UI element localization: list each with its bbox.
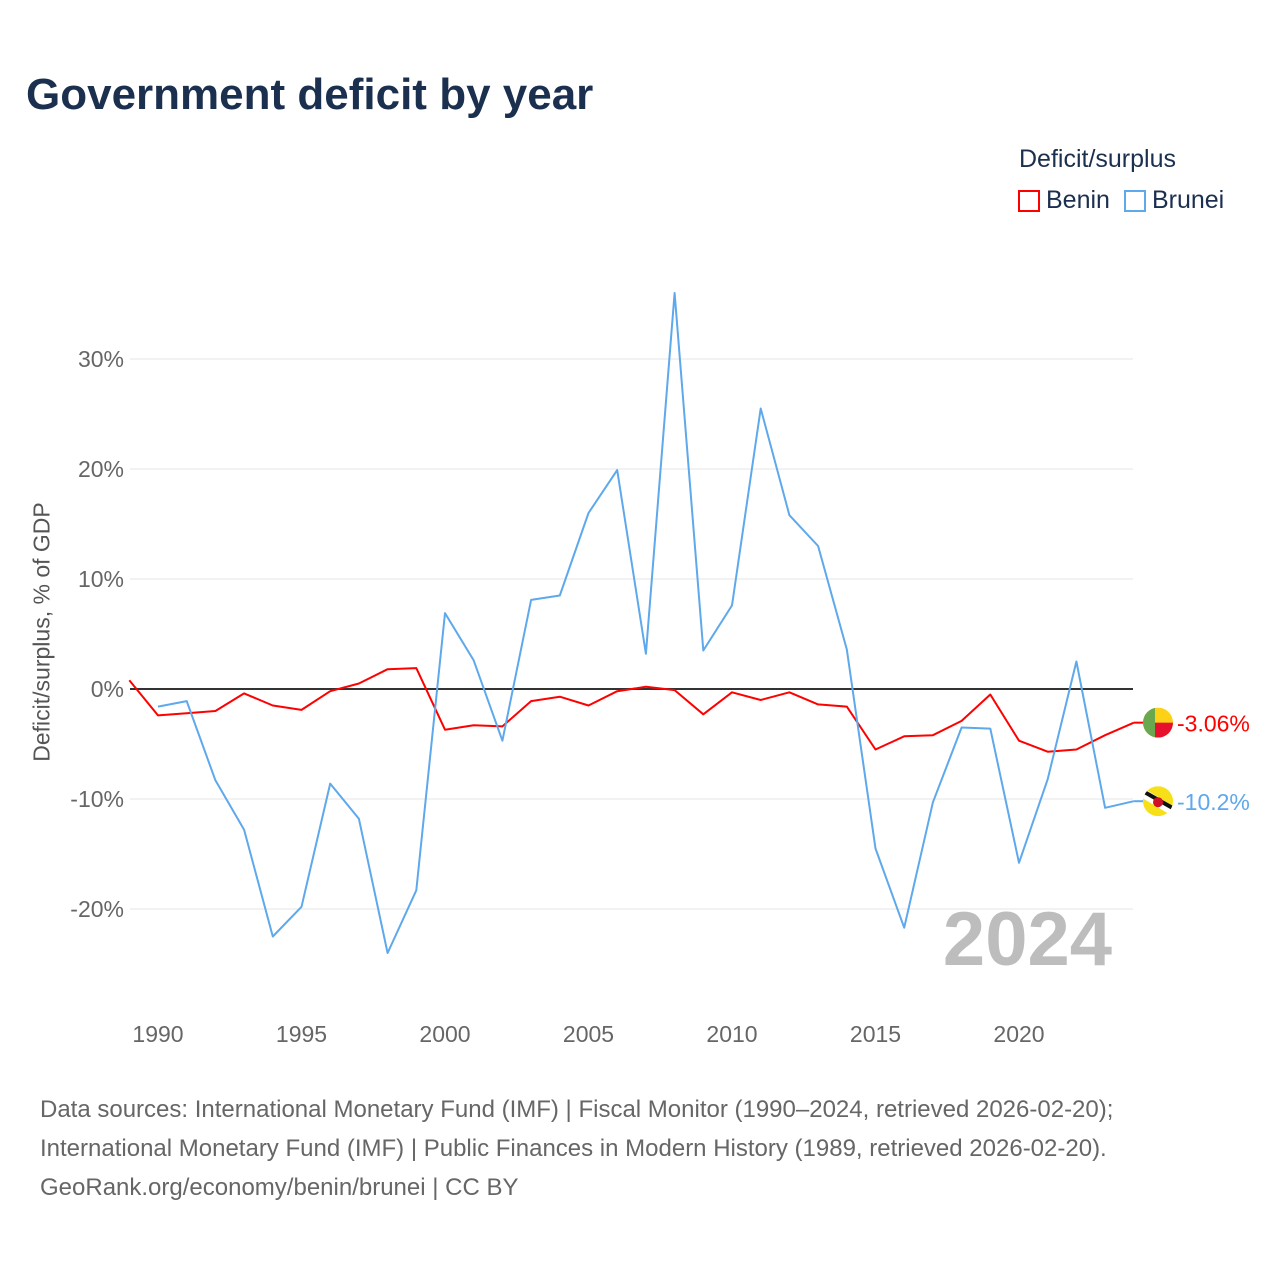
x-tick-label: 2005 (563, 1021, 614, 1047)
attribution-link[interactable]: GeoRank.org/economy/benin/brunei | CC BY (40, 1174, 519, 1201)
y-tick-label: 0% (91, 676, 124, 702)
y-tick-label: 10% (78, 566, 124, 592)
legend-title: Deficit/surplus (1019, 145, 1176, 173)
year-watermark: 2024 (943, 897, 1112, 982)
brunei-flag-icon (1143, 786, 1173, 817)
x-tick-label: 2020 (993, 1021, 1044, 1047)
series-line-brunei (157, 292, 1135, 954)
y-tick-label: -10% (70, 786, 124, 812)
legend-swatch-brunei (1123, 189, 1146, 212)
x-tick-label: 2010 (706, 1021, 757, 1047)
legend-swatch-benin (1018, 189, 1040, 212)
x-tick-label: 1995 (276, 1021, 327, 1047)
legend-item-brunei[interactable]: Brunei (1123, 186, 1225, 215)
legend-label-brunei: Brunei (1151, 186, 1225, 214)
legend: Benin Brunei (1018, 186, 1224, 215)
end-label-brunei: -10.2% (1177, 789, 1250, 815)
x-tick-label: 2000 (419, 1021, 470, 1047)
y-tick-label: -20% (70, 896, 124, 922)
y-tick-label: 30% (78, 346, 124, 372)
legend-item-benin[interactable]: Benin (1018, 186, 1110, 215)
flag-emblem (1153, 797, 1163, 808)
chart-title: Government deficit by year (26, 70, 594, 119)
source-line-1: Data sources: International Monetary Fun… (40, 1096, 1114, 1123)
footer: Data sources: International Monetary Fun… (40, 1090, 1113, 1207)
y-tick-label: 20% (78, 456, 124, 482)
flag-body (1143, 786, 1173, 817)
source-line-2: International Monetary Fund (IMF) | Publ… (40, 1135, 1107, 1162)
end-label-benin: -3.06% (1177, 711, 1250, 737)
x-tick-label: 2015 (850, 1021, 901, 1047)
series-line-benin (128, 667, 1135, 753)
legend-label-benin: Benin (1046, 186, 1110, 214)
x-tick-label: 1990 (132, 1021, 183, 1047)
flag-green (1143, 707, 1155, 738)
